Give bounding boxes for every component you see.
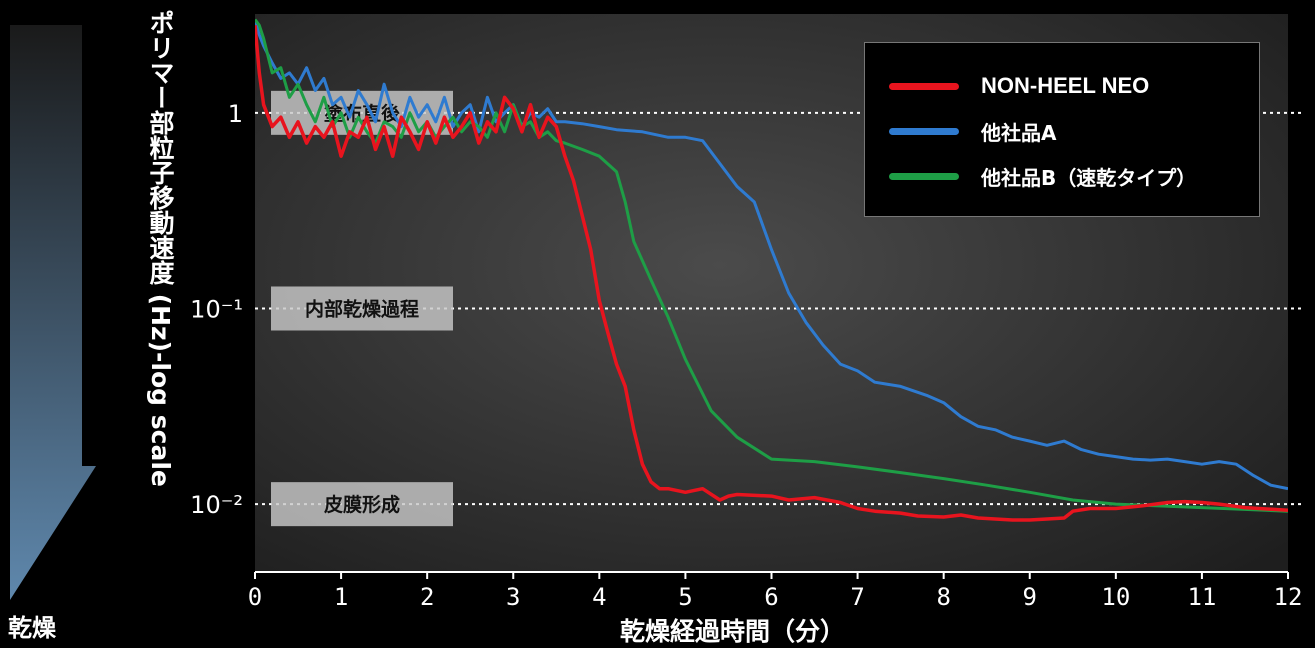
x-tick-label-11: 11 (1187, 583, 1216, 611)
drying-direction-arrow (10, 25, 96, 600)
x-tick-label-0: 0 (248, 583, 262, 611)
x-tick-label-2: 2 (420, 583, 434, 611)
x-tick-label-12: 12 (1274, 583, 1303, 611)
legend-item-non-heel-neo: NON-HEEL NEO (889, 71, 1149, 101)
y-tick-label-2: 10⁻² (190, 491, 243, 519)
x-tick-label-4: 4 (592, 583, 606, 611)
x-tick-label-6: 6 (764, 583, 778, 611)
x-tick-label-9: 9 (1023, 583, 1037, 611)
phase-label-2: 皮膜形成 (324, 493, 400, 516)
legend-swatch-competitor-b (889, 172, 959, 180)
x-tick-label-8: 8 (936, 583, 950, 611)
y-axis-title: ポリマー部粒子移動速度 (Hz)-log scale (146, 10, 175, 487)
legend-label-competitor-b: 他社品B（速乾タイプ） (981, 165, 1197, 190)
phase-box-2 (271, 482, 453, 527)
legend-item-competitor-a: 他社品A (889, 116, 1056, 146)
legend-label-competitor-a: 他社品A (981, 120, 1057, 145)
x-tick-label-10: 10 (1101, 583, 1130, 611)
legend-item-competitor-b: 他社品B（速乾タイプ） (889, 161, 1196, 191)
phase-box-1 (271, 286, 453, 331)
x-tick-label-1: 1 (334, 583, 348, 611)
y-tick-label-1: 10⁻¹ (190, 295, 243, 323)
x-axis-title: 乾燥経過時間（分） (620, 617, 846, 646)
series-line-1 (255, 19, 1288, 491)
x-tick-label-7: 7 (850, 583, 864, 611)
legend-swatch-non-heel-neo (889, 82, 959, 90)
phase-label-1: 内部乾燥過程 (305, 297, 419, 320)
x-tick-label-3: 3 (506, 583, 520, 611)
legend: NON-HEEL NEO 他社品A 他社品B（速乾タイプ） (864, 42, 1260, 217)
series-line-0 (255, 25, 1288, 522)
y-tick-label-0: 1 (228, 100, 243, 128)
drying-label: 乾燥 (8, 614, 56, 642)
legend-label-non-heel-neo: NON-HEEL NEO (981, 73, 1150, 98)
x-tick-label-5: 5 (678, 583, 692, 611)
legend-swatch-competitor-a (889, 127, 959, 135)
